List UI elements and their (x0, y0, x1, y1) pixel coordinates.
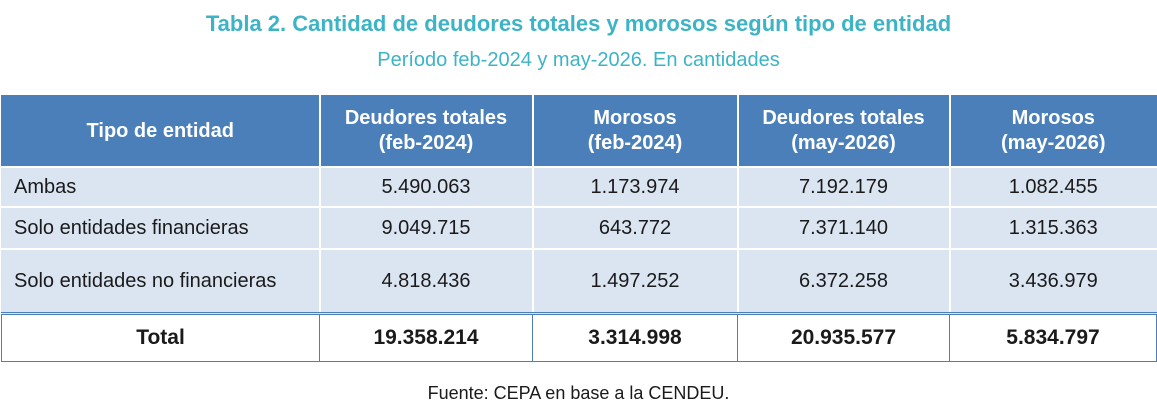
header-text: Deudores totales (762, 107, 925, 129)
table-cell: 1.082.455 (948, 166, 1157, 208)
header-cell-entity-type: Tipo de entidad (1, 95, 321, 168)
total-label: Total (1, 312, 320, 362)
header-text: Deudores totales (344, 107, 508, 129)
header-cell-debtors-may-2026: Deudores totales (may-2026) (736, 95, 951, 168)
source-note: Fuente: CEPA en base a la CENDEU. (427, 383, 730, 403)
total-row: Total 19.358.214 3.314.998 20.935.577 5.… (1, 312, 1157, 362)
total-cell: 3.314.998 (532, 312, 738, 362)
header-text: (may-2026) (1000, 132, 1106, 154)
table-cell: 5.490.063 (318, 166, 534, 208)
table-cell: 9.049.715 (318, 206, 534, 250)
table-subtitle: Período feb-2024 y may-2026. En cantidad… (377, 49, 780, 71)
total-cell: 19.358.214 (319, 312, 533, 362)
header-row: Tipo de entidad Deudores totales (feb-20… (1, 95, 1157, 168)
table-cell: 1.497.252 (531, 248, 739, 315)
header-text: Tipo de entidad (86, 119, 234, 142)
total-cell: 5.834.797 (949, 312, 1157, 362)
table-title: Tabla 2. Cantidad de deudores totales y … (205, 11, 952, 36)
table-cell: 7.192.179 (736, 166, 951, 208)
table-row: Solo entidades financieras 9.049.715 643… (1, 206, 1157, 250)
header-cell-delinquent-feb-2024: Morosos (feb-2024) (531, 95, 739, 168)
table-row: Ambas 5.490.063 1.173.974 7.192.179 1.08… (1, 166, 1157, 208)
header-text: Morosos (593, 107, 677, 129)
row-label: Solo entidades financieras (1, 206, 321, 250)
table-cell: 1.173.974 (531, 166, 739, 208)
table-cell: 1.315.363 (948, 206, 1157, 250)
header-cell-delinquent-may-2026: Morosos (may-2026) (948, 95, 1157, 168)
data-table: Tipo de entidad Deudores totales (feb-20… (1, 95, 1157, 362)
row-label: Ambas (1, 166, 321, 208)
row-label: Solo entidades no financieras (1, 248, 321, 315)
header-cell-debtors-feb-2024: Deudores totales (feb-2024) (318, 95, 534, 168)
table-row: Solo entidades no financieras 4.818.436 … (1, 248, 1157, 315)
table-cell: 3.436.979 (948, 248, 1157, 315)
table-cell: 6.372.258 (736, 248, 951, 315)
header-text: (feb-2024) (587, 132, 683, 154)
table-cell: 643.772 (531, 206, 739, 250)
header-text: (may-2026) (791, 132, 896, 154)
header-text: Morosos (1011, 107, 1095, 129)
table-cell: 4.818.436 (318, 248, 534, 315)
table-cell: 7.371.140 (736, 206, 951, 250)
header-text: (feb-2024) (378, 132, 474, 154)
total-cell: 20.935.577 (737, 312, 950, 362)
